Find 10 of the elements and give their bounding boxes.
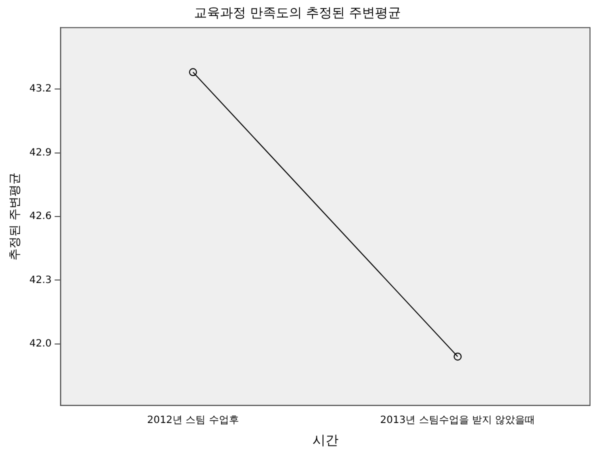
y-tick-label: 42.9: [29, 147, 52, 158]
chart-title: 교육과정 만족도의 추정된 주변평균: [194, 6, 402, 22]
x-tick-label: 2012년 스팀 수업후: [147, 414, 239, 426]
y-tick-label: 43.2: [29, 84, 52, 95]
y-tick-label: 42.3: [29, 274, 52, 286]
y-tick-label: 42.6: [29, 211, 52, 222]
y-tick-label: 42.0: [29, 338, 52, 350]
x-axis-title: 시간: [312, 434, 338, 449]
x-tick-label: 2013년 스팀수업을 받지 않았을때: [380, 414, 536, 426]
y-axis-title: 추정된 주변평균: [7, 172, 22, 260]
